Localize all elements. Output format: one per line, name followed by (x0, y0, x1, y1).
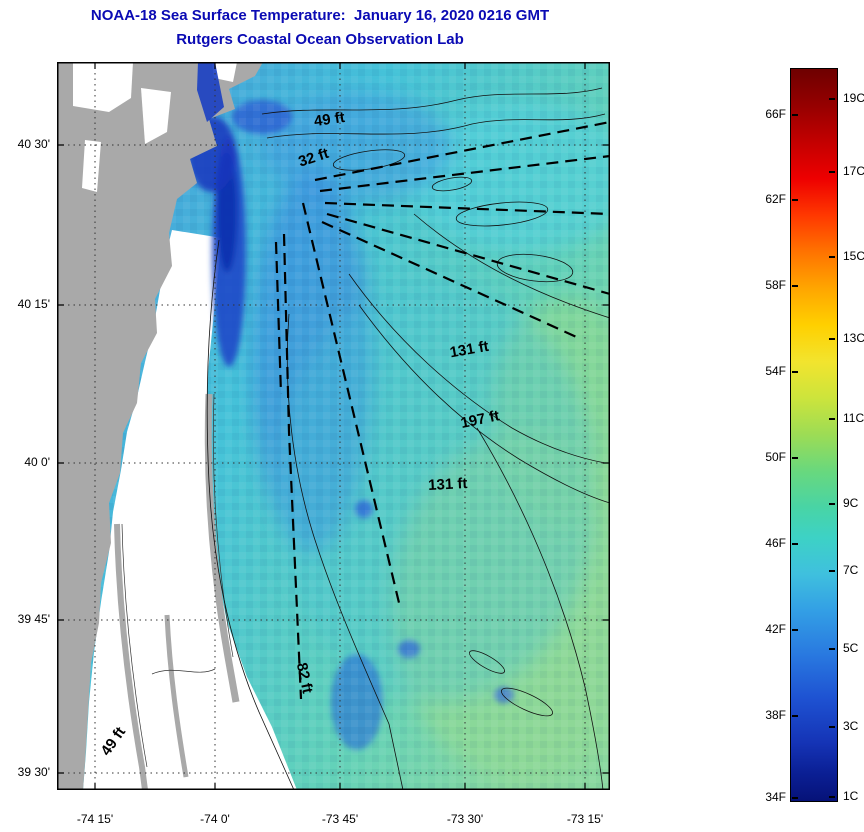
colorbar-tick-f (792, 629, 798, 631)
colorbar-label-f: 62F (765, 192, 786, 206)
colorbar-label-f: 66F (765, 107, 786, 121)
depth-label: 82 ft (293, 661, 316, 695)
lon-tick-label: -74 15' (76, 812, 114, 826)
no-data-region (83, 230, 297, 790)
colorbar-label-c: 19C (843, 91, 864, 105)
figure-subtitle: Rutgers Coastal Ocean Observation Lab (176, 31, 464, 48)
lat-tick-label: 39 45' (17, 612, 50, 626)
shipping-lane-dashes (274, 120, 611, 700)
colorbar-tick-c (829, 256, 835, 258)
depth-contours (206, 87, 611, 791)
figure-title: NOAA-18 Sea Surface Temperature: January… (90, 7, 550, 24)
colorbar-label-c: 17C (843, 164, 864, 178)
colorbar-tick-c (829, 503, 835, 505)
colorbar-label-f: 34F (765, 790, 786, 804)
lat-tick-label: 39 30' (17, 765, 50, 779)
colorbar-label-f: 58F (765, 278, 786, 292)
hudson-river (197, 62, 224, 122)
colorbar-label-f: 50F (765, 450, 786, 464)
colorbar-tick-f (792, 199, 798, 201)
colorbar-tick-c (829, 570, 835, 572)
colorbar-label-f: 46F (765, 536, 786, 550)
colorbar-label-f: 38F (765, 708, 786, 722)
colorbar-tick-f (792, 715, 798, 717)
lon-tick-label: -73 45' (321, 812, 359, 826)
depth-label: 49 ft (313, 109, 346, 130)
colorbar-label-c: 11C (843, 411, 864, 425)
colorbar-tick-c (829, 796, 835, 798)
colorbar-tick-c (829, 648, 835, 650)
colorbar-label-c: 15C (843, 249, 864, 263)
colorbar-label-c: 5C (843, 641, 859, 655)
lon-tick-label: -73 15' (566, 812, 604, 826)
axis-ticks (57, 62, 610, 790)
lat-tick-label: 40 15' (17, 297, 50, 311)
coastline-outlines (121, 393, 234, 768)
colorbar-tick-f (792, 371, 798, 373)
colorbar-tick-f (792, 457, 798, 459)
colorbar-label-c: 3C (843, 719, 859, 733)
colorbar-tick-c (829, 171, 835, 173)
colorbar-label-c: 9C (843, 496, 859, 510)
map-frame (57, 62, 610, 790)
depth-label: 131 ft (428, 475, 468, 494)
colorbar-tick-f (792, 543, 798, 545)
colorbar-tick-c (829, 418, 835, 420)
lat-tick-label: 40 0' (24, 455, 50, 469)
depth-label: 131 ft (448, 338, 490, 362)
colorbar-label-c: 1C (843, 789, 859, 803)
colorbar-tick-f (792, 114, 798, 116)
barrier-islands (114, 393, 240, 791)
colorbar-tick-f (792, 285, 798, 287)
colorbar-label-c: 7C (843, 563, 859, 577)
lon-tick-label: -74 0' (200, 812, 230, 826)
colorbar-label-f: 54F (765, 364, 786, 378)
colorbar-tick-f (792, 797, 798, 799)
sst-map: 49 ft 32 ft 131 ft 197 ft 131 ft 82 ft 4… (57, 62, 662, 791)
colorbar-tick-c (829, 338, 835, 340)
lon-tick-label: -73 30' (446, 812, 484, 826)
colorbar-label-c: 13C (843, 331, 864, 345)
colorbar-tick-c (829, 726, 835, 728)
lat-tick-label: 40 30' (17, 137, 50, 151)
map-svg: 49 ft 32 ft 131 ft 197 ft 131 ft 82 ft 4… (57, 62, 662, 791)
colorbar (790, 68, 838, 802)
colorbar-label-f: 42F (765, 622, 786, 636)
no-data-on-land (73, 62, 237, 192)
colorbar-tick-c (829, 98, 835, 100)
land-area (57, 62, 263, 790)
grid-lines (57, 62, 610, 790)
